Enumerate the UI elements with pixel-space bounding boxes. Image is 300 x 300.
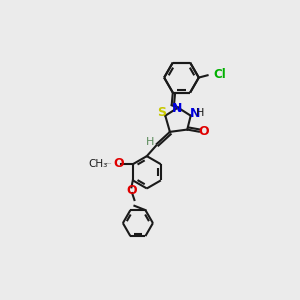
Text: N: N <box>190 107 200 120</box>
Text: O: O <box>127 184 137 197</box>
Text: Cl: Cl <box>213 68 226 81</box>
Text: CH₃: CH₃ <box>89 159 108 169</box>
Text: O: O <box>114 157 124 170</box>
Text: H: H <box>196 108 205 118</box>
Text: O: O <box>198 125 209 138</box>
Text: methoxy: methoxy <box>106 163 112 164</box>
Text: H: H <box>146 137 154 147</box>
Text: S: S <box>157 106 166 119</box>
Text: N: N <box>172 102 182 115</box>
